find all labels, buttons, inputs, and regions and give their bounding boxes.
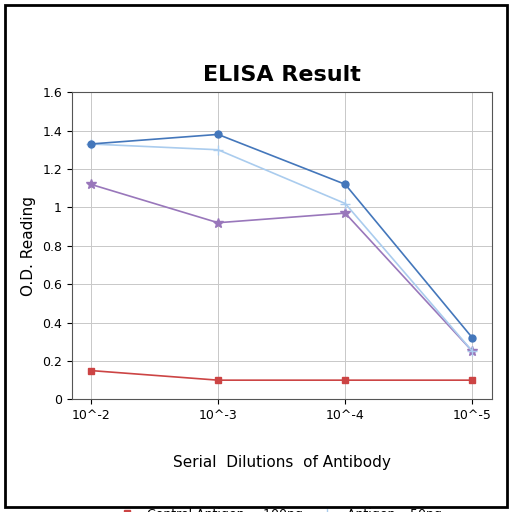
Control Antigen = 100ng	[470, 377, 476, 383]
Control Antigen = 100ng	[215, 377, 221, 383]
Antigen= 50ng	[88, 141, 94, 147]
Antigen= 100ng	[342, 181, 348, 187]
Antigen= 50ng	[470, 348, 476, 354]
Antigen= 100ng	[215, 132, 221, 138]
Antigen= 10ng	[88, 181, 94, 187]
Line: Antigen= 50ng: Antigen= 50ng	[86, 139, 477, 356]
Title: ELISA Result: ELISA Result	[203, 65, 360, 85]
Line: Control Antigen = 100ng: Control Antigen = 100ng	[87, 367, 476, 383]
Antigen= 100ng	[470, 335, 476, 341]
Control Antigen = 100ng	[342, 377, 348, 383]
Y-axis label: O.D. Reading: O.D. Reading	[22, 196, 36, 296]
Antigen= 50ng	[215, 146, 221, 153]
Antigen= 10ng	[342, 210, 348, 216]
Line: Antigen= 100ng: Antigen= 100ng	[87, 131, 476, 342]
Legend: Control Antigen = 100ng, Antigen= 10ng, Antigen= 50ng, Antigen= 100ng: Control Antigen = 100ng, Antigen= 10ng, …	[110, 504, 454, 512]
Antigen= 100ng	[88, 141, 94, 147]
Antigen= 10ng	[215, 220, 221, 226]
Line: Antigen= 10ng: Antigen= 10ng	[86, 180, 477, 356]
Antigen= 10ng	[470, 348, 476, 354]
Control Antigen = 100ng	[88, 368, 94, 374]
X-axis label: Serial  Dilutions  of Antibody: Serial Dilutions of Antibody	[173, 455, 391, 470]
Antigen= 50ng	[342, 200, 348, 206]
